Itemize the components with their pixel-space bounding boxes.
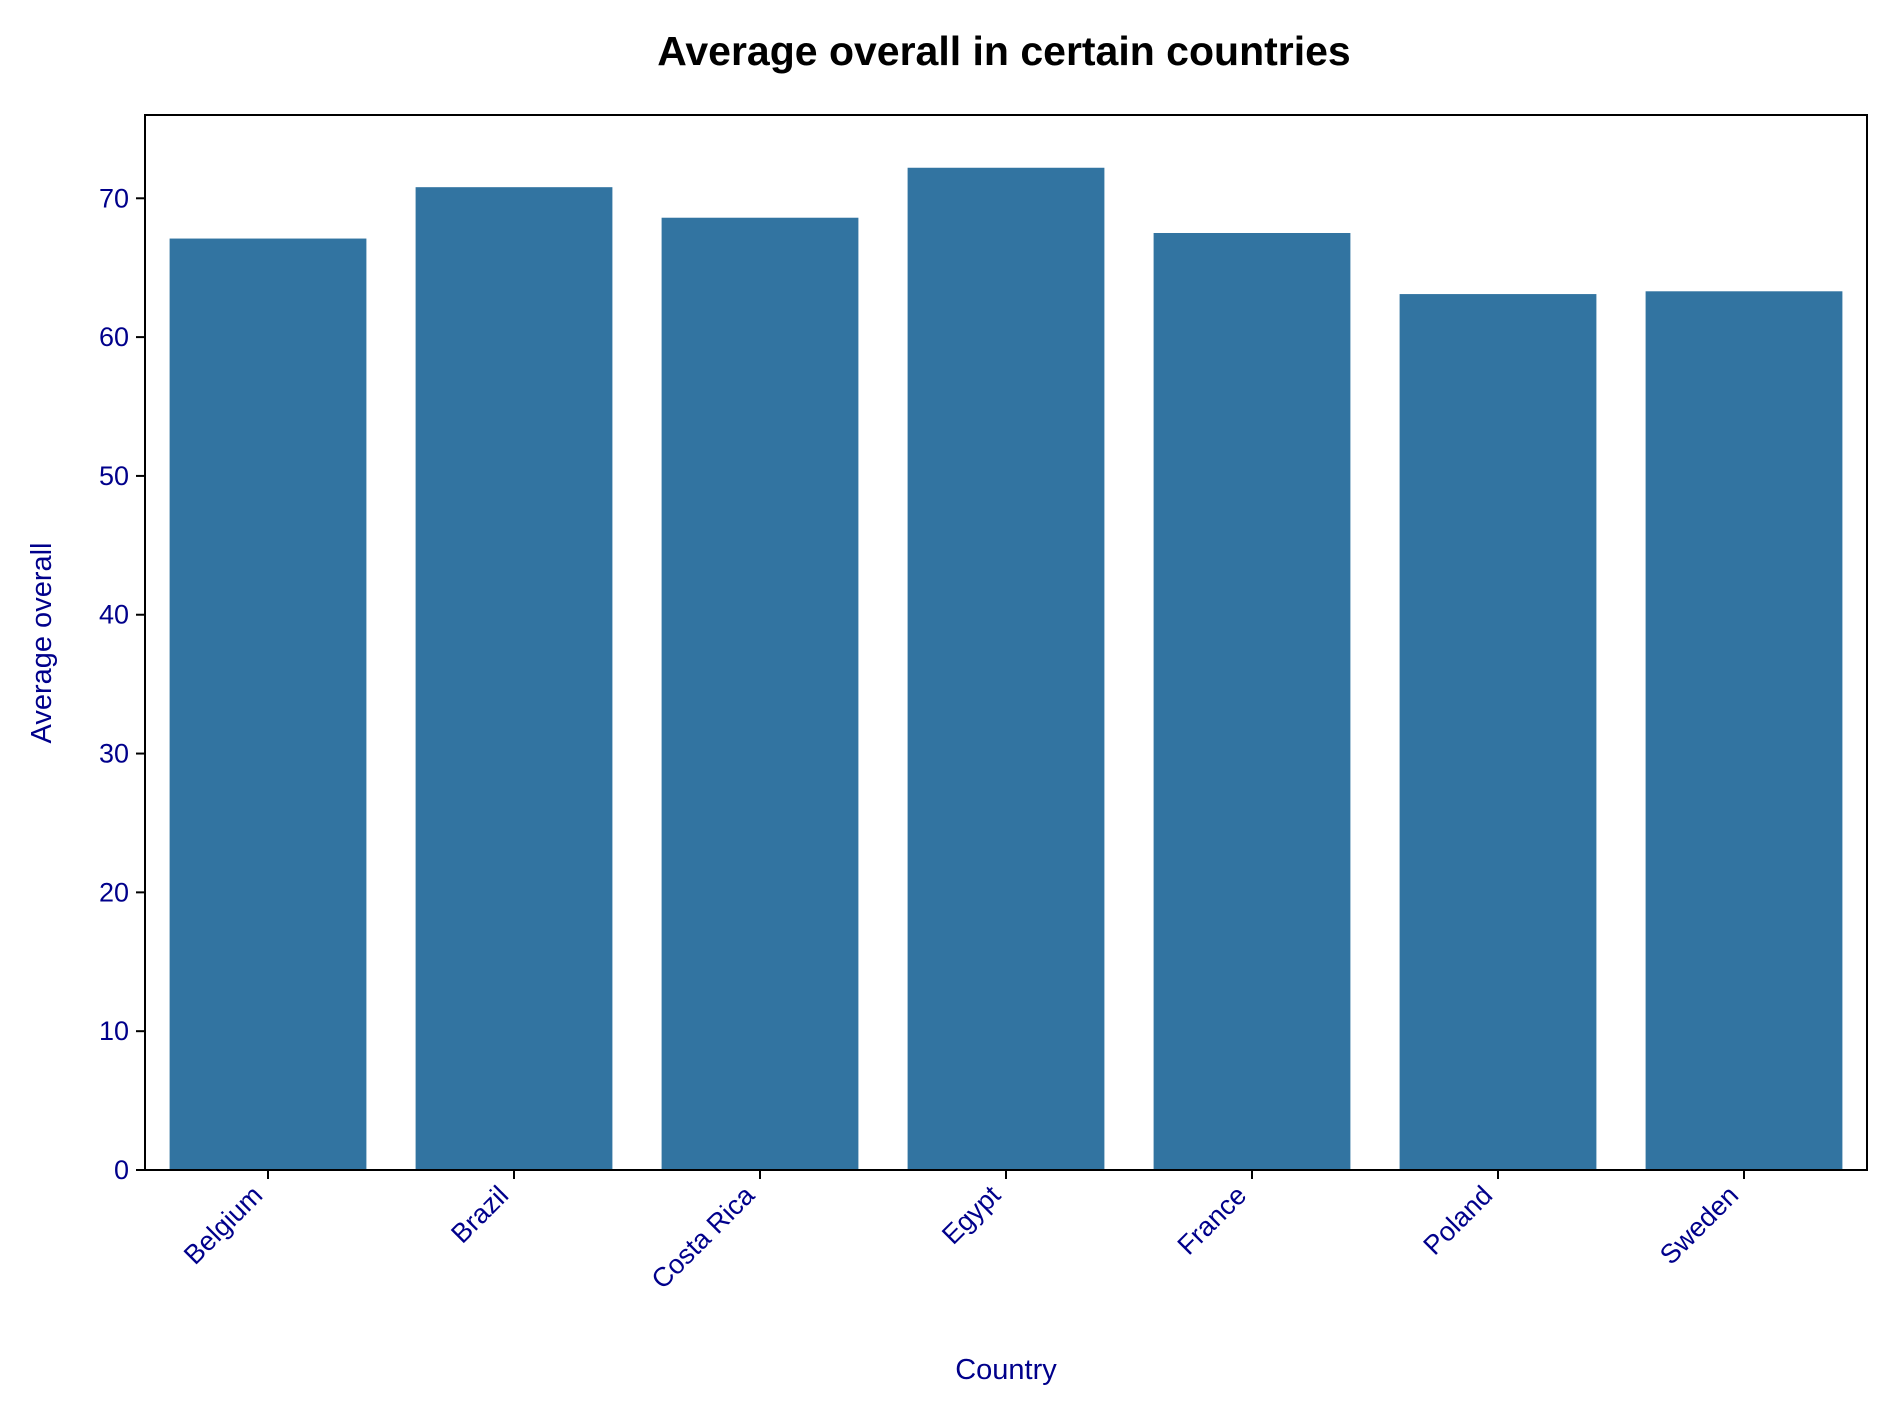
- x-tick-label: Poland: [1418, 1180, 1499, 1261]
- x-tick-label: Belgium: [178, 1180, 268, 1270]
- y-tick-label: 40: [99, 600, 129, 630]
- y-tick-label: 60: [99, 322, 129, 352]
- bar-egypt: [907, 167, 1105, 1170]
- y-axis-ticks: 0 10 20 30 40 50 60 70: [99, 183, 145, 1185]
- y-tick-label: 20: [99, 877, 129, 907]
- bar-sweden: [1645, 291, 1843, 1171]
- x-tick-label: Sweden: [1654, 1180, 1744, 1270]
- x-tick-label: France: [1172, 1180, 1253, 1261]
- y-tick-label: 10: [99, 1016, 129, 1046]
- x-axis-ticks: Belgium Brazil Costa Rica Egypt France Poland…: [178, 1170, 1745, 1295]
- chart-title: Average overall in certain countries: [657, 28, 1350, 74]
- plot-area-frame: [144, 114, 1868, 1171]
- y-tick-label: 0: [114, 1155, 129, 1185]
- y-axis-title: Average overall: [26, 543, 58, 744]
- y-tick-label: 70: [99, 183, 129, 213]
- y-tick-label: 30: [99, 739, 129, 769]
- x-tick-label: Egypt: [936, 1180, 1006, 1250]
- y-tick-label: 50: [99, 461, 129, 491]
- x-tick-label: Brazil: [445, 1180, 514, 1249]
- x-axis-title: Country: [955, 1354, 1057, 1386]
- bar-brazil: [415, 187, 613, 1170]
- bar-belgium: [169, 238, 367, 1171]
- bar-france: [1153, 232, 1351, 1171]
- bar-costa-rica: [661, 217, 859, 1170]
- bar-poland: [1399, 294, 1597, 1170]
- x-tick-label: Costa Rica: [646, 1179, 761, 1294]
- bars-group: [169, 167, 1843, 1171]
